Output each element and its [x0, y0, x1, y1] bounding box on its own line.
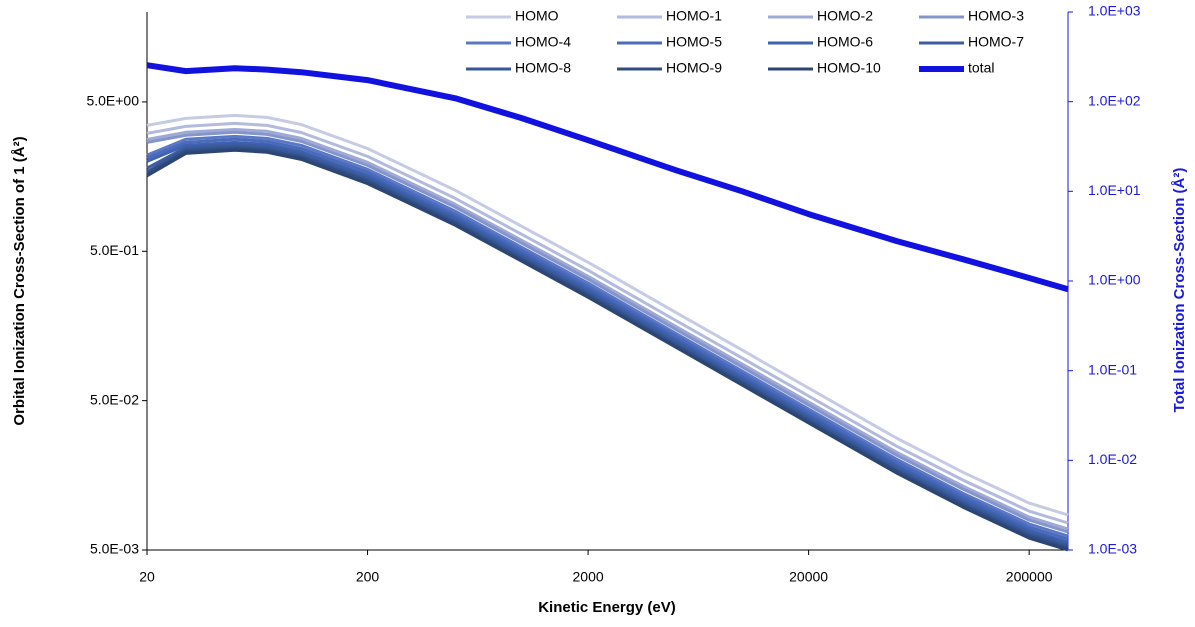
series-line — [146, 144, 1069, 548]
series-line — [146, 137, 1069, 541]
y2-tick-label: 1.0E+01 — [1088, 182, 1141, 198]
x-tick-label: 20 — [139, 569, 155, 585]
legend-label: HOMO-7 — [968, 34, 1024, 50]
series-line — [146, 113, 1069, 517]
y-tick-label: 5.0E+00 — [86, 93, 139, 109]
series-line — [146, 134, 1069, 538]
series-line — [146, 140, 1069, 544]
series-line — [146, 142, 1069, 546]
legend-label: total — [968, 60, 994, 76]
x-axis-title: Kinetic Energy (eV) — [538, 599, 676, 616]
y-tick-label: 5.0E-02 — [90, 391, 139, 407]
x-tick-label: 2000 — [573, 569, 604, 585]
series-line — [146, 128, 1069, 531]
legend-label: HOMO-6 — [817, 34, 873, 50]
series-line — [146, 62, 1069, 293]
y-axis-title: Orbital Ionization Cross-Section of 1 (Å… — [11, 136, 28, 425]
x-tick-label: 200000 — [1006, 569, 1053, 585]
y-tick-label: 5.0E-01 — [90, 242, 139, 258]
y2-tick-label: 1.0E+02 — [1088, 92, 1141, 108]
x-tick-label: 20000 — [789, 569, 828, 585]
series-line — [146, 147, 1069, 550]
series-line — [146, 130, 1069, 534]
legend-label: HOMO-10 — [817, 60, 881, 76]
y2-tick-label: 1.0E+03 — [1088, 3, 1141, 19]
y2-tick-label: 1.0E-02 — [1088, 451, 1137, 467]
legend-label: HOMO-9 — [666, 60, 722, 76]
legend-label: HOMO-8 — [515, 60, 571, 76]
y2-axis-title: Total Ionization Cross-Section (Å²) — [1171, 168, 1188, 413]
y2-tick-label: 1.0E-01 — [1088, 361, 1137, 377]
legend-label: HOMO-5 — [666, 34, 722, 50]
y2-tick-label: 1.0E-03 — [1088, 541, 1137, 557]
legend-label: HOMO — [515, 8, 559, 24]
x-tick-label: 200 — [356, 569, 380, 585]
legend-label: HOMO-3 — [968, 8, 1024, 24]
legend-label: HOMO-1 — [666, 8, 722, 24]
series-line — [146, 148, 1069, 552]
legend-label: HOMO-4 — [515, 34, 571, 50]
y2-tick-label: 1.0E+00 — [1088, 272, 1141, 288]
legend-label: HOMO-2 — [817, 8, 873, 24]
y-tick-label: 5.0E-03 — [90, 541, 139, 557]
series-line — [146, 121, 1069, 525]
